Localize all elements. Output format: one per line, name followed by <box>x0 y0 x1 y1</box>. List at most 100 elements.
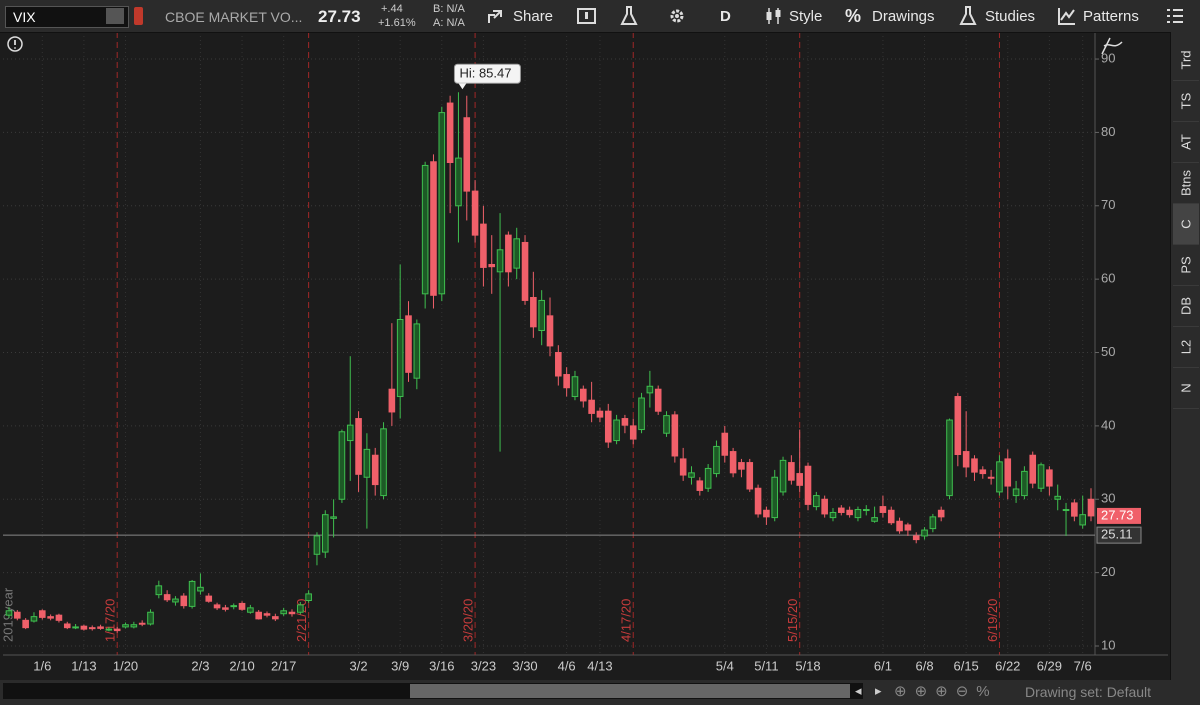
y-tick-label: 90 <box>1101 50 1115 65</box>
candle-body <box>987 476 995 479</box>
expiration-label: 6/19/20 <box>985 599 1000 642</box>
style-icon <box>766 8 781 24</box>
candle-body <box>1004 458 1012 487</box>
candle-body <box>796 473 803 486</box>
side-tab[interactable]: DB <box>1173 286 1199 327</box>
expiration-label: 5/15/20 <box>785 599 800 642</box>
candle-body <box>180 595 188 607</box>
candle-body <box>1079 514 1086 526</box>
candle-body <box>946 419 953 497</box>
candle-body <box>313 535 321 555</box>
candle-body <box>380 428 387 497</box>
candle-body <box>330 516 337 519</box>
share-button[interactable]: Share <box>513 8 554 25</box>
menu-icon[interactable] <box>1166 8 1184 24</box>
y-tick-label: 50 <box>1101 344 1115 359</box>
patterns-button[interactable]: Patterns <box>1083 8 1139 25</box>
aggregation-button[interactable]: D <box>720 8 731 25</box>
drawings-button[interactable]: Drawings <box>872 8 935 25</box>
candle-body <box>912 535 920 541</box>
side-tab[interactable]: AT <box>1173 122 1199 163</box>
candle-body <box>804 465 812 505</box>
zoom-tools[interactable]: ⊕⊕⊕⊖% <box>894 683 998 700</box>
symbol-dropdown[interactable] <box>106 8 124 24</box>
side-tab-label: C <box>1178 219 1194 229</box>
candle-body <box>130 624 138 628</box>
candle-body <box>1054 495 1062 500</box>
expiration-label: 1/17/20 <box>103 599 118 642</box>
candle-body <box>646 385 654 394</box>
side-tab[interactable]: PS <box>1173 245 1199 286</box>
candle-body <box>621 418 629 426</box>
high-label-pointer <box>458 83 467 90</box>
high-label: Hi: 85.47 <box>459 66 511 81</box>
candle-body <box>230 605 238 608</box>
candle-body <box>854 509 862 519</box>
symbol: VIX <box>13 9 36 25</box>
y-tick-label: 60 <box>1101 271 1115 286</box>
candle-body <box>471 190 479 236</box>
candle-body <box>538 299 545 332</box>
scroll-right[interactable]: ▸ <box>875 683 882 698</box>
side-tab[interactable]: TS <box>1173 81 1199 122</box>
candle-body <box>629 425 637 440</box>
drawing-set[interactable]: Drawing set: Default <box>1025 684 1152 700</box>
side-tab-label: L2 <box>1178 339 1194 355</box>
studies-button[interactable]: Studies <box>985 8 1036 25</box>
candle-body <box>604 410 612 443</box>
x-tick-label: 6/8 <box>915 658 933 673</box>
x-tick-label: 7/6 <box>1074 658 1092 673</box>
x-tick-label: 2/10 <box>229 658 254 673</box>
style-button[interactable]: Style <box>789 8 823 25</box>
side-tab-label: Trd <box>1178 50 1194 70</box>
patterns-icon <box>1058 8 1075 25</box>
candle-body <box>721 432 729 456</box>
x-tick-label: 6/1 <box>874 658 892 673</box>
percent-change: +1.61% <box>378 17 416 29</box>
symbol-box[interactable] <box>5 6 129 28</box>
settings-icon[interactable] <box>667 6 687 26</box>
candle-body <box>821 498 828 515</box>
link-indicator[interactable] <box>134 7 143 25</box>
side-tab[interactable]: N <box>1173 368 1199 409</box>
candle-body <box>771 476 779 519</box>
scroll-left[interactable]: ◂ <box>855 683 862 698</box>
candle-body <box>280 610 287 615</box>
candle-body <box>513 238 521 269</box>
notes-icon[interactable] <box>576 6 598 26</box>
scroll-thumb[interactable] <box>410 684 850 698</box>
candle-body <box>247 607 254 613</box>
side-tab[interactable]: Trd <box>1173 40 1199 81</box>
candle-body <box>338 431 346 500</box>
candle-body <box>738 462 745 470</box>
flask-icon[interactable] <box>620 5 638 27</box>
candle-body <box>205 595 213 602</box>
candle-body <box>321 514 329 553</box>
alert-icon[interactable] <box>7 36 23 52</box>
candle-body <box>871 517 878 522</box>
x-tick-label: 3/16 <box>429 658 454 673</box>
side-tab-label: DB <box>1178 296 1194 316</box>
candle-body <box>1021 470 1028 497</box>
candle-body <box>1087 498 1095 517</box>
x-tick-label: 5/4 <box>716 658 734 673</box>
side-tab[interactable]: C <box>1173 204 1199 245</box>
candle-body <box>138 622 146 625</box>
side-tab[interactable]: Btns <box>1173 163 1199 204</box>
candle-body <box>887 509 895 524</box>
candle-body <box>213 604 221 609</box>
side-tab[interactable]: L2 <box>1173 327 1199 368</box>
x-tick-label: 2/3 <box>191 658 209 673</box>
candle-body <box>363 448 371 478</box>
description: CBOE MARKET VO... <box>165 9 303 25</box>
expand-icon[interactable] <box>1101 37 1123 55</box>
candle-body <box>355 418 362 475</box>
candle-body <box>22 619 29 629</box>
candle-body <box>72 626 79 629</box>
toolbar: VIX CBOE MARKET VO... 27.73 +.44 +1.61% … <box>0 0 1200 33</box>
candle-body <box>713 445 720 475</box>
candle-body <box>63 623 71 629</box>
candle-body <box>430 161 437 296</box>
